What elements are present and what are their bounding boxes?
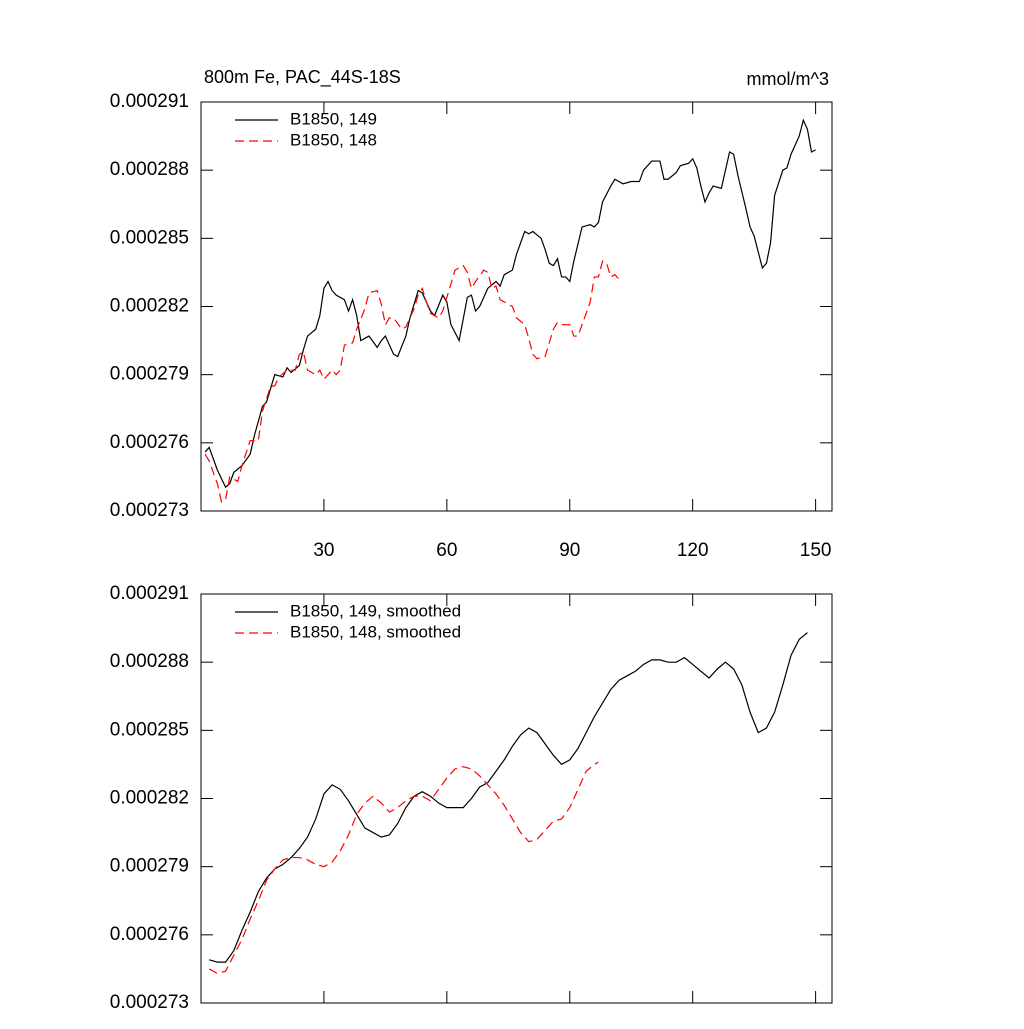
y-tick-label: 0.000291: [110, 583, 189, 604]
plot-frame: [200, 593, 833, 1004]
data-line: [208, 761, 599, 975]
x-tick-label: 90: [559, 540, 580, 561]
y-tick-label: 0.000282: [110, 788, 189, 809]
x-tick-label: 60: [436, 540, 457, 561]
y-tick-label: 0.000276: [110, 432, 189, 453]
x-tick-label: 30: [313, 540, 334, 561]
legend-label: B1850, 148, smoothed: [290, 622, 461, 641]
y-tick-label: 0.000291: [110, 91, 189, 112]
y-tick-label: 0.000288: [110, 159, 189, 180]
y-tick-label: 0.000288: [110, 651, 189, 672]
y-tick-label: 0.000285: [110, 227, 189, 248]
y-tick-label: 0.000285: [110, 719, 189, 740]
legend-label: B1850, 148: [290, 130, 377, 149]
x-tick-label: 120: [677, 540, 709, 561]
y-tick-label: 0.000282: [110, 296, 189, 317]
y-tick-label: 0.000273: [110, 992, 189, 1013]
legend-label: B1850, 149, smoothed: [290, 601, 461, 620]
plot-frame: [200, 101, 833, 512]
x-tick-label: 150: [800, 540, 832, 561]
data-line: [204, 118, 816, 489]
y-tick-label: 0.000273: [110, 500, 189, 521]
chart-title: 800m Fe, PAC_44S-18S: [204, 67, 401, 88]
data-line: [209, 632, 808, 963]
legend-label: B1850, 149: [290, 109, 377, 128]
units-label: mmol/m^3: [747, 69, 829, 89]
y-tick-label: 0.000279: [110, 364, 189, 385]
y-tick-label: 0.000279: [110, 856, 189, 877]
data-line: [204, 260, 624, 503]
y-tick-label: 0.000276: [110, 924, 189, 945]
